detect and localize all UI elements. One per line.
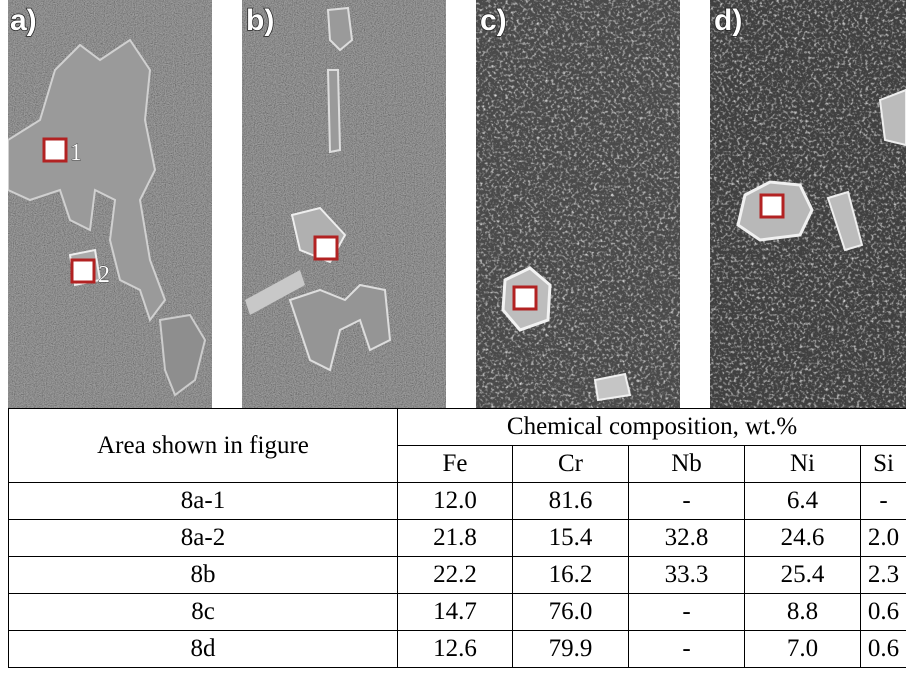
area-cell: 8c: [8, 593, 398, 631]
data-row: 8c 14.7 76.0-8.8 0.6: [8, 593, 906, 631]
value-cell: 33.3: [628, 556, 745, 594]
area-cell: 8b: [8, 556, 398, 594]
value-cell: 12.6: [397, 630, 513, 668]
data-row: 8a-2 21.8 15.4 32.8 24.6 2.0: [8, 519, 906, 557]
value-cell: 22.2: [397, 556, 513, 594]
header-cell: Chemical composition, wt.%: [396, 408, 906, 446]
value-cell: 24.6: [744, 519, 861, 557]
header-cell: Area shown in figure: [8, 408, 398, 483]
marker-box: [42, 137, 68, 163]
value-cell: -: [628, 593, 745, 631]
value-cell: 0.6: [859, 593, 906, 631]
marker-box: [759, 193, 785, 219]
value-cell: 0.6: [859, 630, 906, 668]
header-row: Fe Cr Nb Ni Si: [9, 445, 906, 483]
panel-label: c): [480, 4, 507, 37]
value-cell: 21.8: [397, 519, 513, 557]
marker-number: 2: [98, 262, 110, 288]
header-row: Area shown in figure Chemical compositio…: [8, 408, 906, 483]
panel-label: d): [714, 4, 742, 37]
column-header: Si: [859, 445, 906, 483]
data-row: 8d 12.6 79.9-7.0 0.6: [8, 630, 906, 668]
area-markers: [42, 137, 785, 311]
column-header: Ni: [744, 445, 861, 483]
marker-number: 1: [70, 140, 82, 166]
panel-label: b): [246, 4, 274, 37]
value-cell: 7.0: [744, 630, 861, 668]
value-cell: -: [859, 482, 906, 520]
panel-label: a): [10, 4, 37, 37]
area-cell: 8d: [8, 630, 398, 668]
marker-box: [70, 258, 96, 284]
value-cell: 32.8: [628, 519, 745, 557]
value-cell: 6.4: [744, 482, 861, 520]
area-cell: 8a-1: [8, 482, 398, 520]
value-cell: 76.0: [512, 593, 629, 631]
panel-b-image: [242, 0, 446, 408]
area-cell: 8a-2: [8, 519, 398, 557]
data-row: 8b 22.2 16.2 33.3 25.4 2.3: [8, 556, 906, 594]
panel-a-image: [8, 0, 212, 408]
value-cell: 15.4: [512, 519, 629, 557]
marker-box: [313, 235, 339, 261]
column-header: Nb: [628, 445, 745, 483]
value-cell: 25.4: [744, 556, 861, 594]
value-cell: 2.0: [859, 519, 906, 557]
column-header: Cr: [512, 445, 629, 483]
panel-d-image: [710, 0, 906, 408]
value-cell: -: [628, 482, 745, 520]
value-cell: 8.8: [744, 593, 861, 631]
value-cell: 16.2: [512, 556, 629, 594]
value-cell: -: [628, 630, 745, 668]
value-cell: 81.6: [512, 482, 629, 520]
column-header: Fe: [397, 445, 513, 483]
value-cell: 79.9: [512, 630, 629, 668]
micrographs: 1 2 a) b) c) d): [8, 0, 906, 408]
value-cell: 2.3: [859, 556, 906, 594]
value-cell: 14.7: [397, 593, 513, 631]
data-row: 8a-1 12.0 81.6-6.4-: [8, 482, 906, 520]
composition-table: Area shown in figure Chemical compositio…: [8, 408, 906, 668]
marker-box: [512, 285, 538, 311]
value-cell: 12.0: [397, 482, 513, 520]
panel-c-image: [476, 0, 680, 408]
